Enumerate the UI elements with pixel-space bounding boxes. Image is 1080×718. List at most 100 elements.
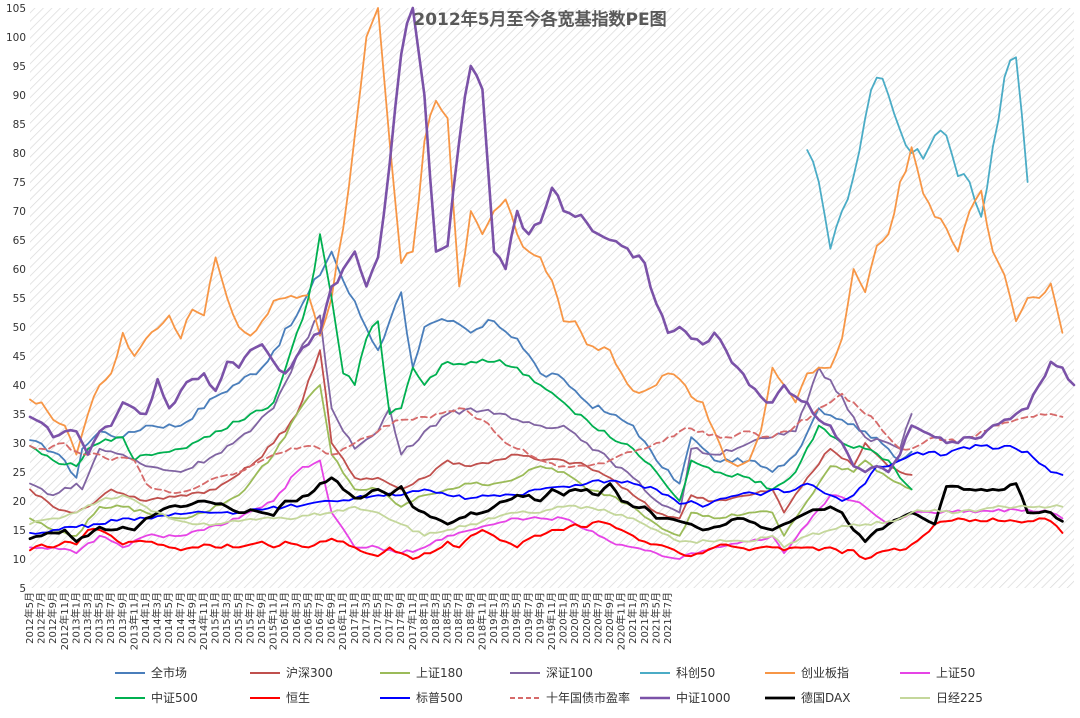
y-tick-label: 55 xyxy=(13,293,26,305)
x-tick-label: 2020年5月 xyxy=(580,592,593,644)
y-tick-label: 25 xyxy=(13,467,26,479)
series-line-10 xyxy=(29,392,1064,494)
x-tick-label: 2015年1月 xyxy=(209,592,222,644)
y-tick-label: 70 xyxy=(13,206,26,218)
legend-item: 深证100 xyxy=(510,666,593,680)
x-tick-label: 2018年3月 xyxy=(429,592,442,644)
series-line-1 xyxy=(29,349,913,520)
y-tick-label: 95 xyxy=(13,61,26,73)
y-tick-label: 65 xyxy=(13,235,26,247)
x-tick-label: 2019年11月 xyxy=(545,592,558,650)
legend-label: 全市场 xyxy=(151,665,187,680)
x-tick-label: 2014年9月 xyxy=(185,592,198,644)
x-tick-label: 2013年11月 xyxy=(127,592,140,650)
x-tick-label: 2015年3月 xyxy=(220,592,233,644)
y-tick-label: 50 xyxy=(13,322,26,334)
series-line-0 xyxy=(29,250,913,485)
x-tick-label: 2012年5月 xyxy=(23,592,36,644)
y-tick-label: 60 xyxy=(13,264,26,276)
y-tick-label: 45 xyxy=(13,351,26,363)
legend-label: 上证50 xyxy=(936,666,975,680)
legend-label: 科创50 xyxy=(676,666,715,680)
x-tick-label: 2021年5月 xyxy=(649,592,662,644)
y-tick-label: 85 xyxy=(13,119,26,131)
x-tick-label: 2018年7月 xyxy=(452,592,465,644)
series-line-5 xyxy=(29,7,1064,468)
x-tick-label: 2013年7月 xyxy=(104,592,117,644)
series-line-2 xyxy=(29,384,913,537)
x-tick-label: 2016年9月 xyxy=(325,592,338,644)
y-tick-label: 80 xyxy=(13,148,26,160)
legend: 全市场 沪深300 上证180 深证100 科创50 创业板指 上证50 中证500 恒生 标普5… xyxy=(115,665,983,705)
x-tick-label: 2019年9月 xyxy=(533,592,546,644)
legend-label: 深证100 xyxy=(546,666,593,680)
x-tick-label: 2020年1月 xyxy=(557,592,570,644)
x-tick-label: 2016年1月 xyxy=(278,592,291,644)
y-axis: 5 10 15 20 25 30 35 40 45 50 55 60 65 70 75 80 85 90 95 100… xyxy=(6,3,26,595)
y-tick-label: 75 xyxy=(13,177,26,189)
x-tick-label: 2012年9月 xyxy=(46,592,59,644)
legend-item: 标普500 xyxy=(380,691,463,705)
x-tick-label: 2016年7月 xyxy=(313,592,326,644)
x-tick-label: 2019年3月 xyxy=(499,592,512,644)
series-line-13 xyxy=(29,494,1064,549)
y-tick-label: 20 xyxy=(13,496,26,508)
x-tick-label: 2013年3月 xyxy=(81,592,94,644)
series-line-7 xyxy=(29,233,913,502)
x-tick-label: 2013年9月 xyxy=(116,592,129,644)
x-tick-label: 2020年11月 xyxy=(615,592,628,650)
y-tick-label: 90 xyxy=(13,90,26,102)
legend-item: 日经225 xyxy=(900,691,983,705)
x-tick-label: 2015年7月 xyxy=(243,592,256,644)
legend-label: 中证500 xyxy=(151,690,198,705)
legend-label: 创业板指 xyxy=(801,665,849,680)
y-tick-label: 105 xyxy=(6,3,26,15)
x-tick-label: 2015年5月 xyxy=(232,592,245,644)
series-line-3 xyxy=(29,314,913,514)
legend-item: 科创50 xyxy=(640,666,715,680)
x-tick-label: 2021年3月 xyxy=(638,592,651,644)
legend-item: 上证50 xyxy=(900,666,975,680)
x-tick-label: 2017年11月 xyxy=(406,592,419,650)
y-tick-label: 35 xyxy=(13,409,26,421)
x-tick-label: 2020年9月 xyxy=(603,592,616,644)
x-tick-label: 2017年9月 xyxy=(394,592,407,644)
x-tick-label: 2021年7月 xyxy=(661,592,674,644)
y-tick-label: 10 xyxy=(13,554,26,566)
y-tick-label: 40 xyxy=(13,380,26,392)
legend-label: 恒生 xyxy=(286,691,310,705)
x-tick-label: 2019年1月 xyxy=(487,592,500,644)
x-tick-label: 2021年1月 xyxy=(626,592,639,644)
series-line-4 xyxy=(806,56,1029,250)
x-tick-label: 2016年11月 xyxy=(336,592,349,650)
series-line-9 xyxy=(29,444,1064,535)
x-tick-label: 2014年3月 xyxy=(151,592,164,644)
y-tick-label: 30 xyxy=(13,438,26,450)
series-line-12 xyxy=(28,476,1064,543)
legend-label: 中证1000 xyxy=(676,690,731,705)
legend-item: 中证1000 xyxy=(640,690,731,705)
legend-label: 德国DAX xyxy=(801,690,850,705)
legend-label: 上证180 xyxy=(416,666,463,680)
legend-label: 日经225 xyxy=(936,691,983,705)
x-tick-label: 2016年5月 xyxy=(301,592,314,644)
x-tick-label: 2013年5月 xyxy=(93,592,106,644)
chart-title: 2012年5月至今各宽基指数PE图 xyxy=(413,9,666,30)
legend-item: 上证180 xyxy=(380,666,463,680)
x-tick-label: 2014年11月 xyxy=(197,592,210,650)
y-tick-label: 5 xyxy=(19,583,26,595)
legend-item: 德国DAX xyxy=(765,690,850,705)
x-tick-label: 2016年3月 xyxy=(290,592,303,644)
legend-item: 创业板指 xyxy=(765,665,849,680)
x-tick-label: 2017年1月 xyxy=(348,592,361,644)
x-tick-label: 2014年7月 xyxy=(174,592,187,644)
x-tick-label: 2019年7月 xyxy=(522,592,535,644)
legend-item: 全市场 xyxy=(115,665,187,680)
x-tick-label: 2018年9月 xyxy=(464,592,477,644)
legend-item: 中证500 xyxy=(115,690,198,705)
x-tick-label: 2014年1月 xyxy=(139,592,152,644)
x-tick-label: 2018年5月 xyxy=(441,592,454,644)
legend-label: 十年国债市盈率 xyxy=(546,690,630,705)
